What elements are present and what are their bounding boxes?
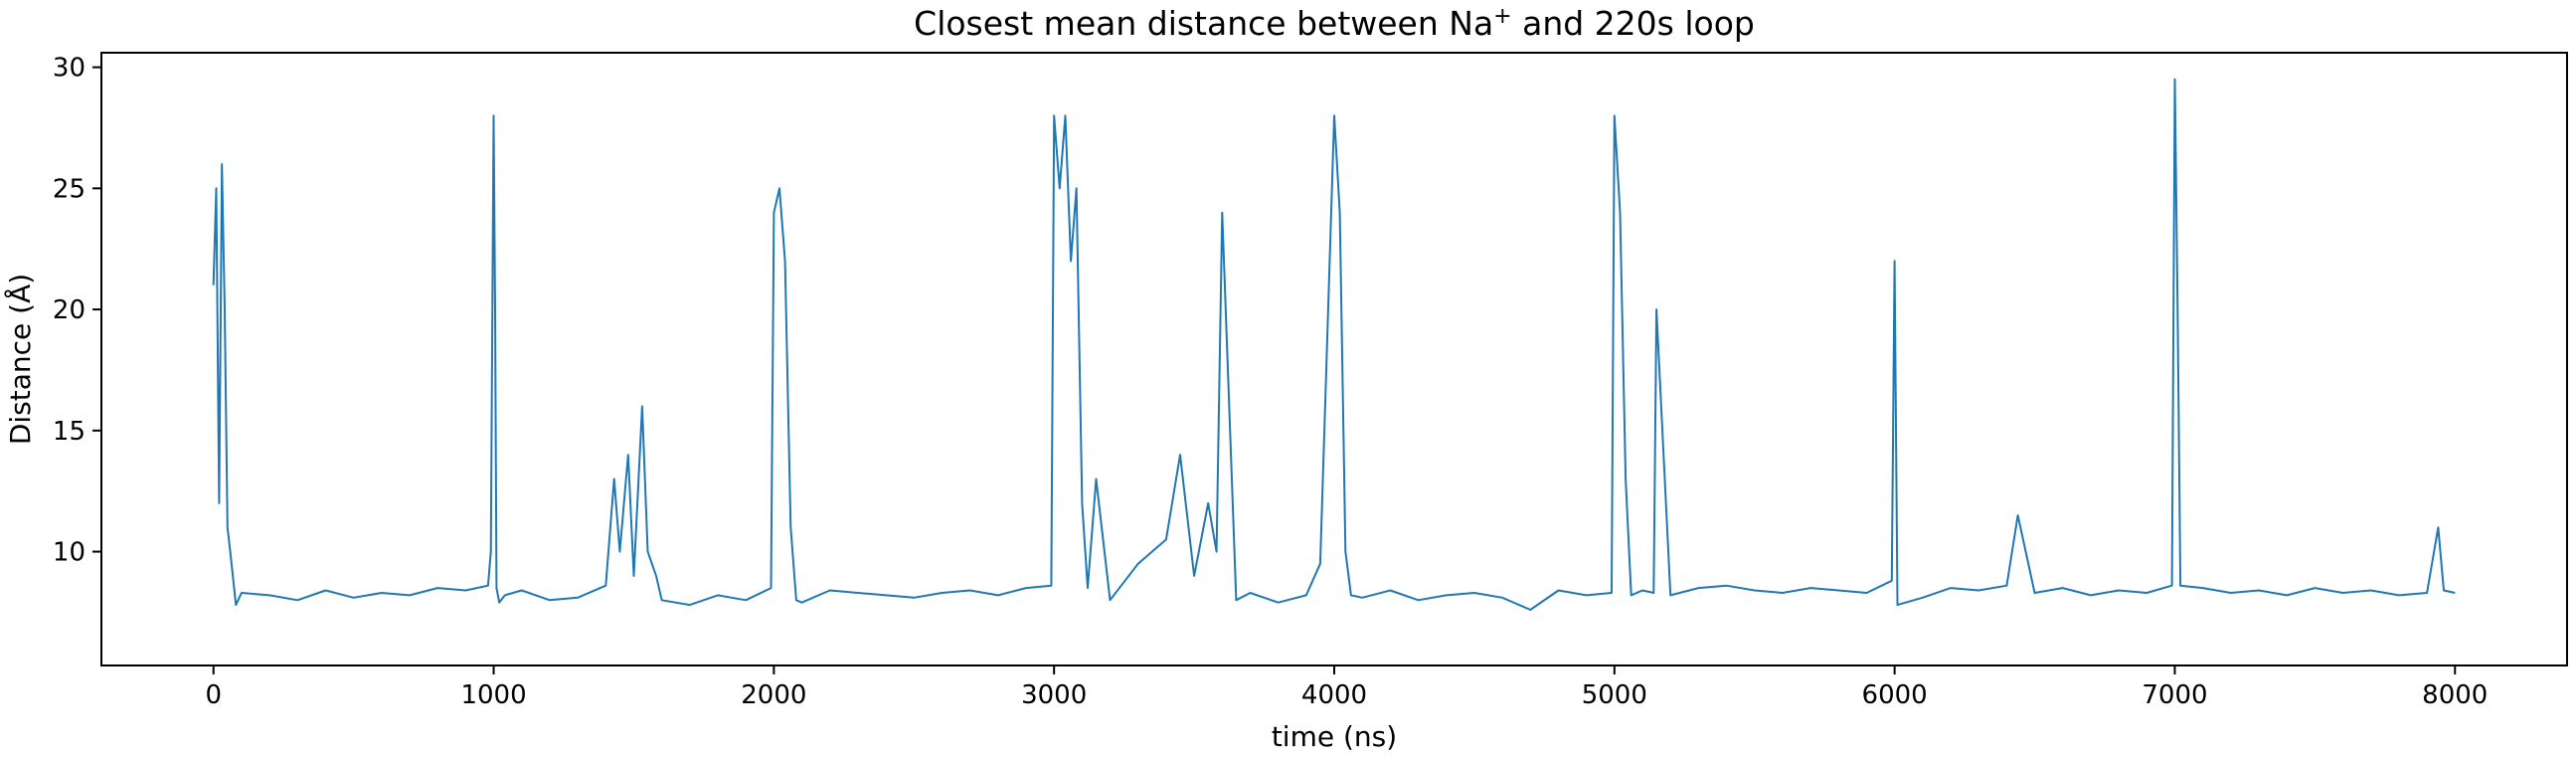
x-tick-label: 7000	[2142, 680, 2207, 710]
y-tick-label: 20	[53, 295, 86, 325]
x-tick-label: 5000	[1582, 680, 1647, 710]
x-tick-label: 6000	[1862, 680, 1928, 710]
chart-title-superscript: +	[1493, 4, 1511, 29]
x-axis-label: time (ns)	[1272, 720, 1397, 753]
y-tick-label: 30	[53, 54, 86, 84]
x-tick-label: 0	[205, 680, 222, 710]
x-axis: 0 1000 2000 3000 4000 5000 6000 7000 8000	[205, 665, 2488, 710]
chart-title: Closest mean distance between Na+ and 22…	[914, 4, 1755, 43]
y-tick-label: 25	[53, 174, 86, 204]
x-tick-label: 8000	[2422, 680, 2488, 710]
y-axis: 10 15 20 25 30	[53, 54, 101, 568]
x-tick-label: 3000	[1021, 680, 1087, 710]
distance-series-line	[212, 78, 2456, 611]
y-tick-label: 10	[53, 538, 86, 568]
plot-area	[212, 78, 2456, 611]
y-tick-label: 15	[53, 417, 86, 447]
x-tick-label: 1000	[460, 680, 526, 710]
x-tick-label: 4000	[1301, 680, 1367, 710]
y-axis-label: Distance (Å)	[3, 274, 37, 445]
x-tick-label: 2000	[741, 680, 806, 710]
